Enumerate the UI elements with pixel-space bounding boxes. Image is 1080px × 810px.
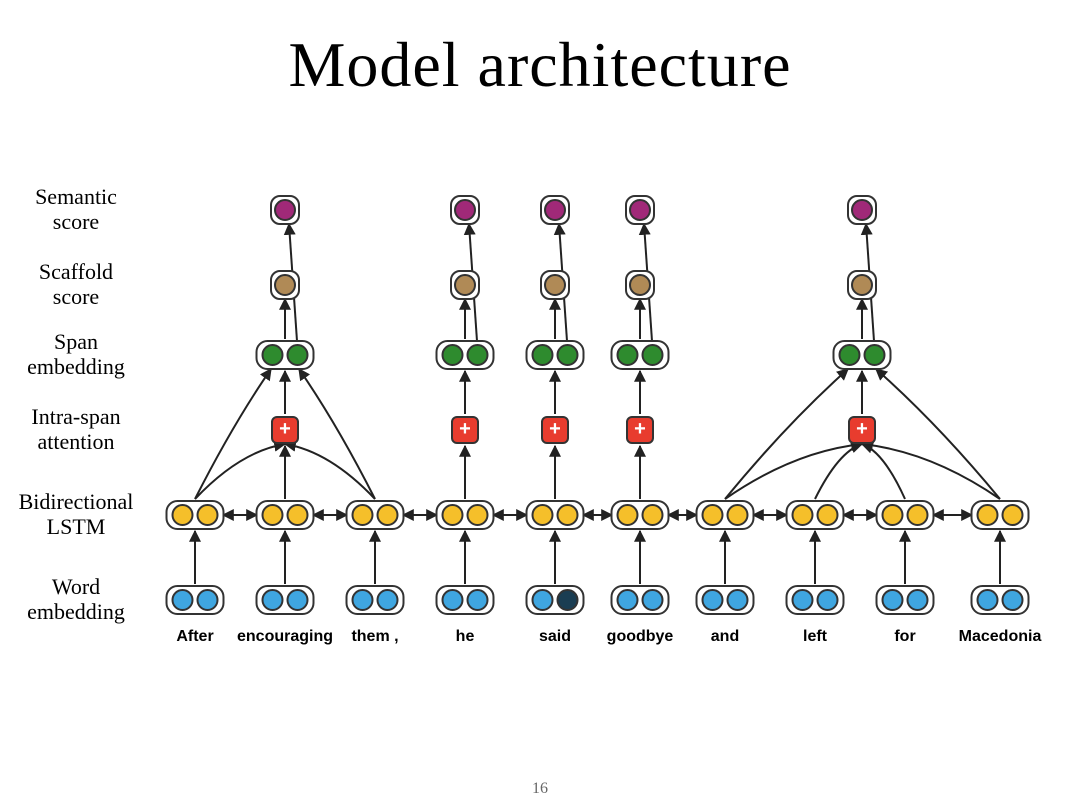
- scaffold-score-node: [540, 270, 570, 300]
- span-embedding-node: [436, 340, 495, 370]
- architecture-diagram: Semanticscore Scaffoldscore Spanembedding I…: [0, 170, 1080, 730]
- word-embedding-node: [696, 585, 755, 615]
- lstm-node: [876, 500, 935, 530]
- attention-plus-icon: +: [626, 416, 654, 444]
- word-embedding-node: [436, 585, 495, 615]
- scaffold-score-node: [270, 270, 300, 300]
- word-embedding-node: [611, 585, 670, 615]
- span-embedding-node: [256, 340, 315, 370]
- lstm-node: [971, 500, 1030, 530]
- word-token: he: [456, 628, 475, 646]
- attention-plus-icon: +: [271, 416, 299, 444]
- lstm-node: [696, 500, 755, 530]
- scaffold-score-node: [450, 270, 480, 300]
- semantic-score-node: [540, 195, 570, 225]
- word-token: said: [539, 628, 571, 646]
- scaffold-score-node: [625, 270, 655, 300]
- word-token: goodbye: [607, 628, 674, 646]
- word-embedding-node: [256, 585, 315, 615]
- word-token: left: [803, 628, 827, 646]
- word-embedding-node: [876, 585, 935, 615]
- word-embedding-node: [971, 585, 1030, 615]
- semantic-score-node: [450, 195, 480, 225]
- lstm-node: [611, 500, 670, 530]
- attention-plus-icon: +: [848, 416, 876, 444]
- layer-label-attention: Intra-spanattention: [6, 404, 146, 455]
- lstm-node: [526, 500, 585, 530]
- layer-label-scaffold: Scaffoldscore: [6, 259, 146, 310]
- word-embedding-node: [786, 585, 845, 615]
- scaffold-score-node: [847, 270, 877, 300]
- lstm-node: [436, 500, 495, 530]
- word-embedding-node: [346, 585, 405, 615]
- word-token: and: [711, 628, 739, 646]
- layer-label-word: Wordembedding: [6, 574, 146, 625]
- word-embedding-node: [526, 585, 585, 615]
- word-token: After: [176, 628, 213, 646]
- arrows-layer: [0, 170, 1080, 730]
- span-embedding-node: [526, 340, 585, 370]
- attention-plus-icon: +: [541, 416, 569, 444]
- word-token: Macedonia: [959, 628, 1042, 646]
- lstm-node: [166, 500, 225, 530]
- slide-title: Model architecture: [0, 28, 1080, 102]
- semantic-score-node: [625, 195, 655, 225]
- span-embedding-node: [833, 340, 892, 370]
- page-number: 16: [0, 780, 1080, 798]
- word-token: them ,: [351, 628, 398, 646]
- lstm-node: [256, 500, 315, 530]
- semantic-score-node: [270, 195, 300, 225]
- layer-label-lstm: BidirectionalLSTM: [6, 489, 146, 540]
- layer-label-semantic: Semanticscore: [6, 184, 146, 235]
- attention-plus-icon: +: [451, 416, 479, 444]
- span-embedding-node: [611, 340, 670, 370]
- semantic-score-node: [847, 195, 877, 225]
- lstm-node: [786, 500, 845, 530]
- lstm-node: [346, 500, 405, 530]
- word-token: for: [894, 628, 915, 646]
- word-embedding-node: [166, 585, 225, 615]
- layer-label-span: Spanembedding: [6, 329, 146, 380]
- word-token: encouraging: [237, 628, 333, 646]
